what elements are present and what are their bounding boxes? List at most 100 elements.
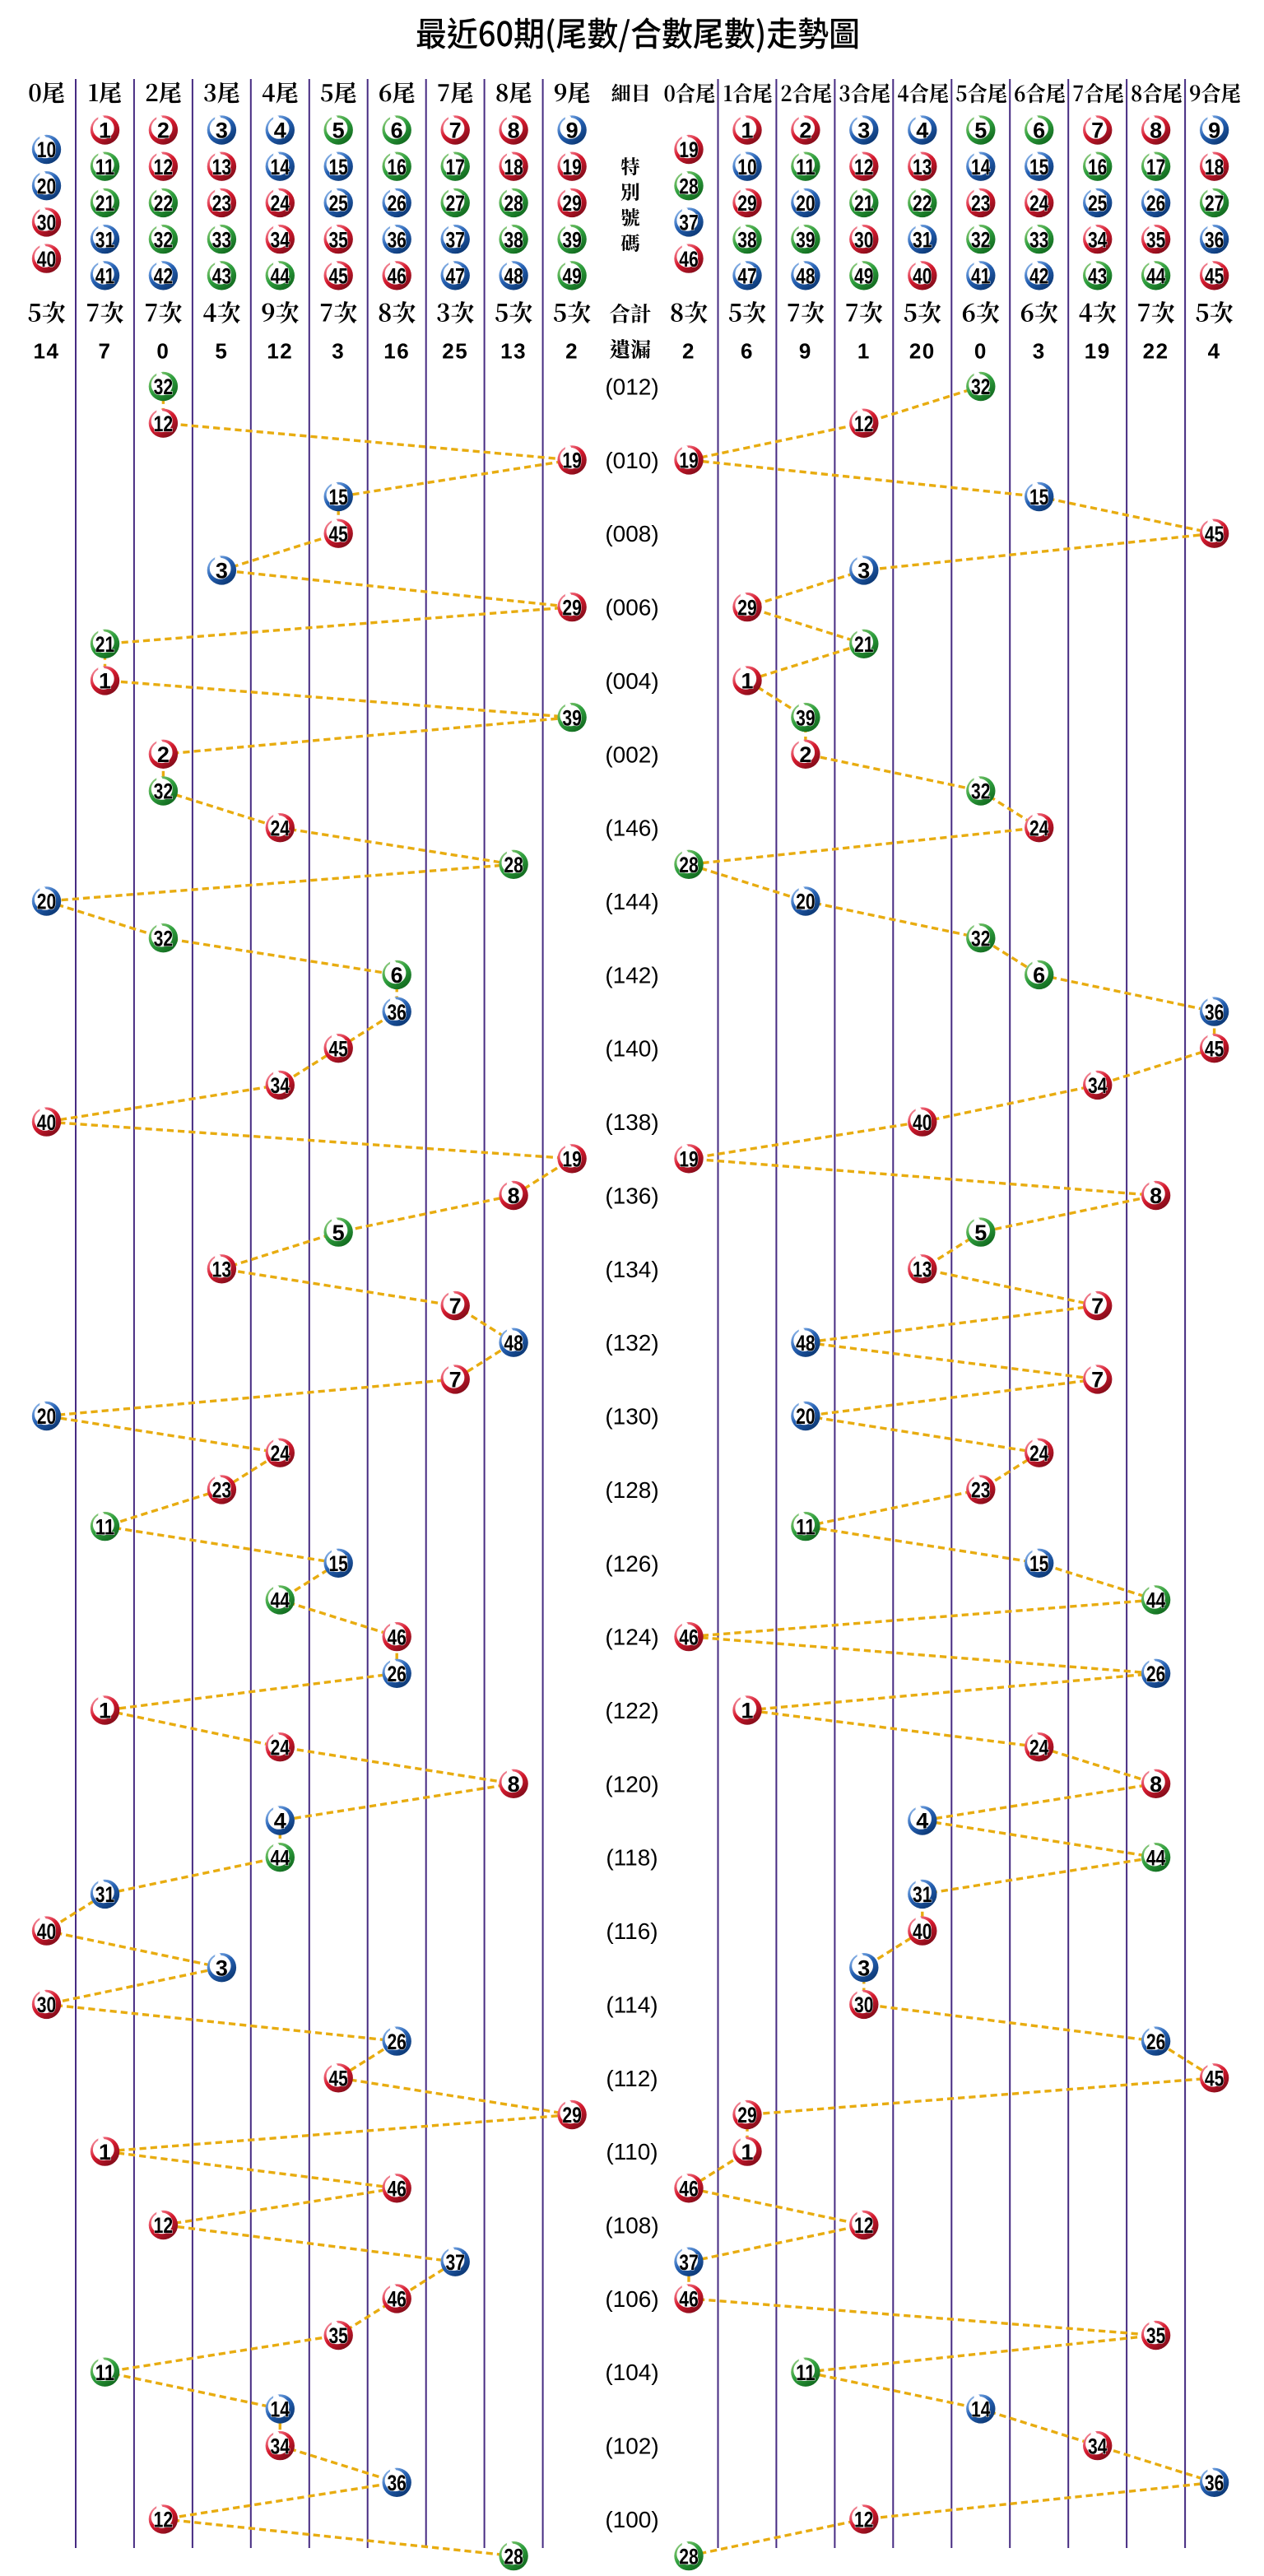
svg-text:46: 46	[387, 264, 407, 289]
svg-text:(106): (106)	[605, 2286, 658, 2312]
svg-text:(102): (102)	[605, 2434, 658, 2459]
svg-text:7: 7	[1091, 1294, 1104, 1318]
svg-text:19: 19	[562, 449, 582, 473]
svg-text:11: 11	[796, 155, 816, 179]
svg-text:(116): (116)	[606, 1918, 658, 1944]
svg-text:28: 28	[504, 853, 523, 877]
svg-text:32: 32	[154, 926, 174, 951]
svg-text:4: 4	[916, 1809, 928, 1834]
svg-text:9: 9	[799, 339, 812, 364]
svg-text:12: 12	[854, 412, 874, 436]
svg-text:39: 39	[796, 705, 816, 730]
svg-text:2: 2	[799, 742, 811, 767]
svg-text:(122): (122)	[605, 1698, 658, 1723]
svg-text:25: 25	[442, 339, 468, 364]
svg-text:25: 25	[328, 191, 348, 216]
svg-text:40: 40	[37, 1110, 57, 1135]
svg-text:29: 29	[737, 595, 757, 620]
svg-text:30: 30	[37, 1992, 57, 2017]
svg-text:5: 5	[974, 119, 987, 143]
svg-text:19: 19	[1085, 339, 1111, 364]
svg-text:5: 5	[332, 1221, 345, 1245]
svg-text:12: 12	[154, 155, 174, 179]
svg-text:12: 12	[154, 412, 174, 436]
svg-text:44: 44	[271, 1845, 290, 1870]
svg-text:4: 4	[274, 1809, 286, 1834]
svg-text:46: 46	[679, 2287, 699, 2312]
svg-text:13: 13	[913, 155, 932, 179]
svg-text:24: 24	[1029, 191, 1049, 216]
svg-text:28: 28	[504, 191, 523, 216]
svg-text:31: 31	[95, 1882, 115, 1907]
svg-text:20: 20	[796, 890, 816, 914]
svg-text:(128): (128)	[605, 1477, 658, 1503]
svg-text:(132): (132)	[605, 1330, 658, 1355]
svg-text:41: 41	[95, 264, 115, 289]
svg-text:45: 45	[328, 522, 348, 546]
svg-text:45: 45	[328, 1036, 348, 1061]
svg-text:15: 15	[328, 485, 348, 509]
svg-text:20: 20	[796, 1404, 816, 1429]
svg-text:31: 31	[913, 1882, 932, 1907]
svg-text:15: 15	[1029, 485, 1049, 509]
svg-text:8: 8	[1150, 1772, 1162, 1797]
svg-text:46: 46	[679, 2177, 699, 2202]
svg-text:24: 24	[271, 1441, 290, 1466]
svg-text:12: 12	[154, 2508, 174, 2532]
svg-text:25: 25	[1088, 191, 1108, 216]
svg-text:26: 26	[1146, 2030, 1166, 2054]
svg-text:5: 5	[974, 1221, 987, 1245]
svg-text:46: 46	[387, 2287, 407, 2312]
svg-text:27: 27	[445, 191, 465, 216]
svg-text:14: 14	[271, 2397, 290, 2422]
svg-text:7: 7	[1091, 1368, 1104, 1393]
svg-text:15: 15	[1029, 1551, 1049, 1576]
svg-text:34: 34	[271, 2434, 290, 2458]
svg-text:(134): (134)	[605, 1257, 658, 1282]
svg-text:16: 16	[387, 155, 407, 179]
svg-text:15: 15	[328, 1551, 348, 1576]
svg-text:4: 4	[916, 119, 928, 143]
svg-text:8: 8	[1150, 1183, 1162, 1208]
svg-text:24: 24	[1029, 1735, 1049, 1760]
svg-text:17: 17	[1146, 155, 1166, 179]
svg-text:48: 48	[504, 1331, 523, 1355]
svg-text:24: 24	[271, 816, 290, 840]
svg-text:32: 32	[154, 779, 174, 804]
svg-text:20: 20	[909, 339, 936, 364]
svg-text:10: 10	[37, 137, 57, 162]
svg-text:29: 29	[562, 191, 582, 216]
svg-text:20: 20	[37, 1404, 57, 1429]
svg-text:32: 32	[154, 227, 174, 252]
svg-text:26: 26	[1146, 191, 1166, 216]
svg-text:(136): (136)	[605, 1183, 658, 1209]
svg-text:19: 19	[679, 449, 699, 473]
svg-text:37: 37	[445, 2250, 465, 2275]
svg-text:35: 35	[328, 2323, 348, 2348]
svg-text:1: 1	[741, 2140, 753, 2164]
svg-text:19: 19	[562, 1147, 582, 1172]
svg-text:23: 23	[212, 1478, 232, 1503]
svg-text:20: 20	[37, 890, 57, 914]
svg-text:46: 46	[387, 2177, 407, 2202]
svg-text:23: 23	[971, 1478, 991, 1503]
svg-text:3: 3	[857, 559, 870, 584]
svg-text:46: 46	[679, 1625, 699, 1649]
svg-text:38: 38	[737, 227, 757, 252]
svg-text:2: 2	[157, 742, 170, 767]
svg-text:26: 26	[387, 2030, 407, 2054]
svg-text:40: 40	[913, 1110, 932, 1135]
svg-text:29: 29	[737, 191, 757, 216]
svg-text:30: 30	[854, 1992, 874, 2017]
svg-text:3: 3	[857, 1955, 870, 1980]
svg-text:45: 45	[1205, 264, 1224, 289]
svg-text:12: 12	[154, 2213, 174, 2238]
svg-text:26: 26	[387, 1662, 407, 1686]
svg-text:34: 34	[1088, 1073, 1108, 1098]
svg-text:12: 12	[267, 339, 293, 364]
svg-text:(112): (112)	[606, 2066, 658, 2091]
svg-text:9: 9	[1208, 119, 1220, 143]
svg-text:24: 24	[1029, 816, 1049, 840]
svg-text:31: 31	[95, 227, 115, 252]
svg-text:1: 1	[741, 1699, 753, 1723]
